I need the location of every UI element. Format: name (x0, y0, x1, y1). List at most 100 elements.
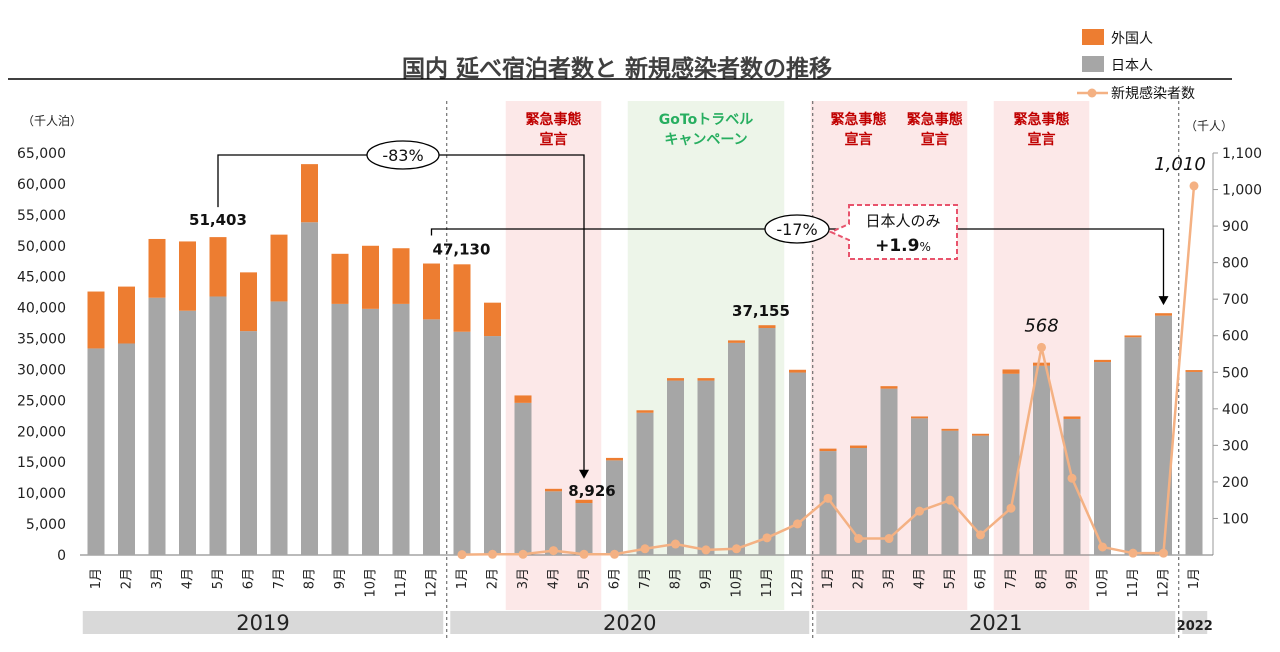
bar-foreign (484, 302, 501, 337)
left-tick-label: 30,000 (17, 362, 66, 378)
cases-point (945, 495, 955, 505)
cases-point (915, 506, 924, 516)
bar-foreign (880, 386, 898, 389)
bar-japanese (667, 380, 684, 555)
right-tick-label: 400 (1222, 402, 1249, 418)
year-label: 2020 (603, 611, 656, 635)
bar-japanese (453, 331, 471, 555)
bar-foreign (575, 499, 593, 504)
cases-point (488, 549, 497, 559)
band-label: 宣言 (921, 131, 949, 148)
bar-foreign (118, 286, 135, 344)
bar-japanese (728, 342, 745, 555)
bar-japanese (911, 418, 928, 555)
cases-point (1189, 181, 1199, 191)
right-tick-label: 600 (1222, 329, 1249, 345)
bar-foreign (453, 264, 471, 332)
month-label: 11月 (1126, 568, 1141, 598)
bar-foreign (545, 488, 562, 492)
month-label: 12月 (791, 568, 806, 598)
jp-only-unit: % (919, 240, 930, 254)
year-band (1182, 611, 1208, 634)
month-label: 3月 (150, 568, 165, 589)
month-label: 4月 (181, 568, 196, 589)
chart-title: 国内 延べ宿泊者数と 新規感染者数の推移 (402, 55, 832, 82)
bar-foreign (423, 263, 440, 320)
month-label: 7月 (272, 568, 287, 589)
cases-point (1006, 503, 1016, 513)
cases-point (793, 519, 802, 529)
month-label: 12月 (425, 568, 440, 598)
annotations-layer: 51,403 47,130 8,926 37,155 -83% -17% 日本人のみ +1.9… (189, 140, 1206, 500)
labels-layer: 国内 延べ宿泊者数と 新規感染者数の推移 1月 2月 3月 4月 5月 6月 7月 8月 9月 10… (8, 29, 1232, 635)
cases-point (1067, 473, 1077, 483)
band-label: 緊急事態 (831, 111, 887, 128)
month-label: 7月 (638, 568, 653, 589)
cases-point (1098, 542, 1107, 552)
bar-japanese (606, 460, 623, 555)
month-label: 6月 (608, 568, 623, 589)
cases-point (1037, 342, 1046, 352)
right-tick-label: 1,000 (1222, 183, 1262, 199)
bar-foreign (1155, 313, 1172, 316)
cases-point (671, 539, 680, 549)
left-tick-label: 5,000 (26, 517, 66, 533)
bar-foreign (697, 378, 715, 381)
bar-foreign (1185, 370, 1203, 372)
bar-japanese (240, 331, 257, 555)
cases-point (701, 545, 711, 555)
legend-swatch-foreign (1082, 29, 1104, 45)
bar-foreign (1033, 362, 1050, 366)
bar-foreign (270, 234, 288, 302)
left-tick-label: 65,000 (17, 146, 66, 162)
line-layer (457, 181, 1199, 560)
bar-foreign (514, 395, 532, 403)
jp-only-value: +1.9% (875, 236, 931, 256)
month-label: 10月 (1096, 568, 1111, 598)
arrowhead-17 (1158, 296, 1169, 306)
bar-foreign (758, 325, 776, 329)
month-label: 1月 (821, 568, 836, 589)
bar-foreign (331, 253, 349, 304)
cases-point (1128, 548, 1138, 558)
right-tick-label: 200 (1222, 475, 1249, 491)
year-label: 2021 (969, 611, 1022, 635)
bar-foreign (240, 272, 257, 332)
month-label: 11月 (760, 568, 775, 598)
left-axis-unit: （千人泊） (22, 114, 82, 128)
band-label: 緊急事態 (1014, 111, 1070, 128)
year-band (816, 611, 1176, 634)
cases-point (976, 530, 985, 540)
cases-point (457, 550, 467, 560)
month-label: 9月 (1065, 568, 1080, 589)
bar-foreign (301, 164, 318, 223)
cases-point (823, 493, 833, 503)
pct-17: -17% (776, 220, 817, 239)
band-label: GoToトラベル (659, 112, 753, 128)
right-tick-label: 100 (1222, 511, 1249, 527)
bar-foreign (667, 378, 684, 381)
bars-layer (87, 164, 1203, 555)
bar-japanese (1185, 371, 1203, 555)
month-label: 2月 (852, 568, 867, 589)
cases-point (610, 549, 619, 559)
bar-foreign (1002, 369, 1020, 374)
month-label: 2月 (120, 568, 135, 589)
bar-foreign (636, 410, 654, 413)
label-peak-2019: 51,403 (189, 211, 247, 229)
bar-foreign (850, 445, 867, 449)
oval-83 (366, 140, 440, 170)
bar-japanese (545, 491, 562, 555)
month-label: 3月 (882, 568, 897, 589)
month-label: 7月 (1004, 568, 1019, 589)
month-label: 8月 (303, 568, 318, 589)
bar-japanese (179, 310, 196, 555)
cases-point (884, 534, 894, 544)
bar-foreign (87, 291, 105, 349)
year-label: 2022 (1177, 619, 1213, 634)
month-label: 5月 (577, 568, 592, 589)
bar-japanese (1124, 337, 1142, 555)
month-label: 5月 (943, 568, 958, 589)
right-tick-label: 500 (1222, 365, 1249, 381)
bar-foreign (1063, 416, 1081, 419)
